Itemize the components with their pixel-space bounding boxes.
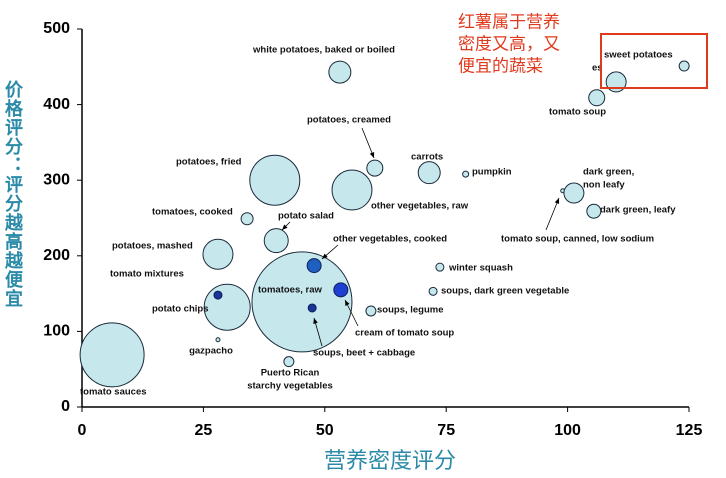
annotation: 密度又高，又 [458, 34, 560, 53]
bubble [251, 251, 353, 353]
bubble [249, 154, 301, 206]
point-label: potatoes, creamed [307, 115, 391, 126]
bubble [331, 169, 373, 211]
y-tick-label: 0 [61, 398, 70, 415]
point-label: potatoes, fried [176, 157, 242, 168]
x-tick-label: 75 [437, 422, 455, 439]
x-axis-label: 营养密度评分 [324, 448, 456, 473]
x-tick-label: 125 [676, 422, 703, 439]
y-tick-label: 100 [43, 323, 70, 340]
bubble [213, 290, 223, 300]
y-axis-label: 价格评分：评分越高越便宜 [3, 80, 23, 308]
point-label: non leafy [583, 180, 625, 191]
annotation: 便宜的蔬菜 [458, 56, 543, 75]
point-label: other vegetables, raw [371, 201, 469, 212]
annotation-bg [452, 12, 592, 82]
point-label: Puerto Rican [261, 368, 320, 379]
arrow [545, 197, 560, 231]
point-label: tomato soup, canned, low sodium [501, 234, 654, 245]
point-label: potato chips [152, 304, 208, 315]
highlight-box [600, 33, 708, 89]
point-label: cream of tomato soup [355, 328, 454, 339]
point-label: sweet potatoes [604, 50, 673, 61]
bubble [283, 356, 295, 368]
point-label: pumpkin [472, 167, 512, 178]
arrow-head [554, 198, 560, 204]
bubble [417, 161, 441, 185]
bubble [428, 286, 438, 296]
point-label: gazpacho [189, 346, 233, 357]
bubble [306, 258, 322, 274]
annotation: 红薯属于营养 [458, 12, 560, 31]
bubble [586, 203, 602, 219]
point-label: tomato sauces [80, 387, 147, 398]
bubble [588, 89, 606, 107]
bubble [563, 182, 585, 204]
point-label: tomato mixtures [110, 269, 184, 280]
arrow-head [313, 318, 318, 324]
y-tick-label: 400 [43, 96, 70, 113]
point-label: carrots [411, 152, 443, 163]
point-label: potatoes, mashed [112, 241, 193, 252]
point-label: soups, beet + cabbage [313, 348, 415, 359]
bubble [365, 305, 377, 317]
x-tick-label: 100 [554, 422, 581, 439]
point-label: soups, legume [377, 305, 444, 316]
bubble [462, 170, 470, 178]
point-label: soups, dark green vegetable [441, 286, 569, 297]
bubble [203, 283, 251, 331]
x-tick-label: 0 [78, 422, 87, 439]
point-label: potato salad [278, 211, 334, 222]
arrow-head [322, 253, 328, 259]
y-tick-label: 300 [43, 171, 70, 188]
bubble [202, 238, 234, 270]
bubble [79, 322, 145, 388]
bubble [215, 337, 221, 343]
bubble [605, 71, 627, 93]
point-label: white potatoes, baked or boiled [252, 45, 395, 56]
bubble [328, 60, 352, 84]
bubble [435, 262, 445, 272]
y-tick-label: 200 [43, 247, 70, 264]
arrow-head [282, 224, 288, 230]
point-label: other vegetables, cooked [333, 234, 447, 245]
bubble [263, 228, 289, 254]
x-tick-label: 50 [316, 422, 334, 439]
bubble [307, 303, 317, 313]
arrow-head [369, 152, 375, 158]
bubble [333, 282, 349, 298]
point-label: tomatoes, raw [258, 285, 322, 296]
point-label: es [592, 63, 603, 74]
bubble [678, 60, 690, 72]
bubble [366, 159, 384, 177]
arrow-head [345, 300, 350, 306]
y-tick-label: 500 [43, 20, 70, 37]
point-label: tomatoes, cooked [152, 207, 233, 218]
bubble [240, 212, 254, 226]
point-label: dark green, [583, 167, 634, 178]
point-label: winter squash [448, 263, 513, 274]
point-label: tomato soup [549, 107, 606, 118]
point-label: dark green, leafy [600, 205, 676, 216]
point-label: starchy vegetables [247, 381, 333, 392]
x-tick-label: 25 [195, 422, 213, 439]
